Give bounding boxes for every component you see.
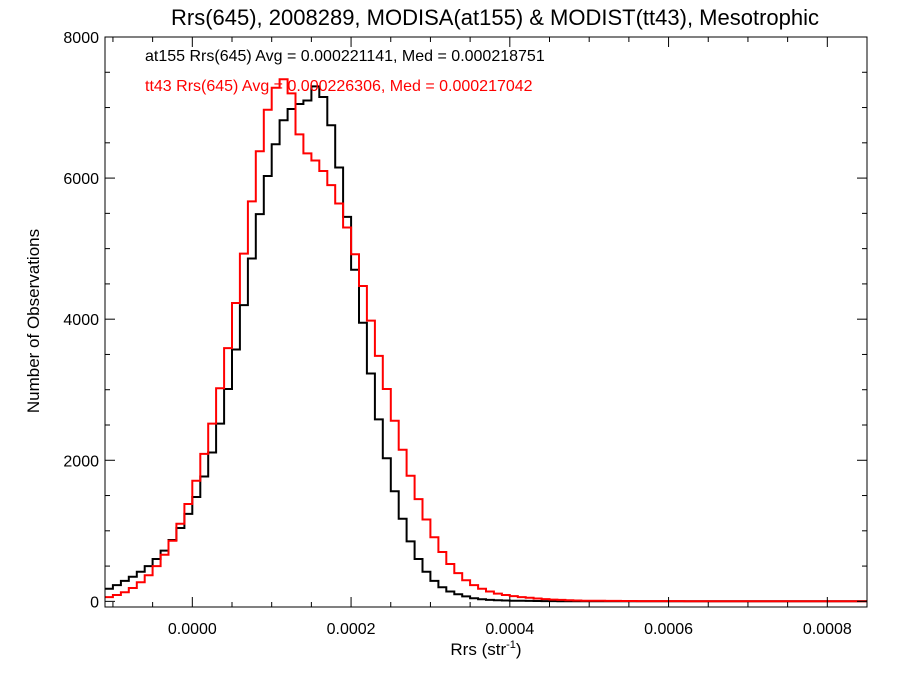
x-axis-label-superscript: -1 (506, 639, 516, 651)
y-axis-label: Number of Observations (24, 229, 43, 413)
x-tick-label: 0.0006 (644, 621, 693, 638)
x-axis-label-base: Rrs (str (450, 640, 506, 659)
y-tick-label: 6000 (63, 171, 99, 188)
y-tick-label: 2000 (63, 453, 99, 470)
x-tick-label: 0.0000 (168, 621, 217, 638)
x-axis: 0.0000 0.0002 0.0004 0.0006 0.0008 (112, 37, 852, 638)
annotation-at155: at155 Rrs(645) Avg = 0.000221141, Med = … (145, 48, 545, 65)
y-axis: 0 2000 4000 6000 8000 (63, 30, 867, 611)
y-tick-label: 0 (90, 594, 99, 611)
x-axis-label-end: ) (516, 640, 522, 659)
x-tick-label: 0.0002 (327, 621, 376, 638)
x-tick-label: 0.0004 (485, 621, 534, 638)
annotation-tt43: tt43 Rrs(645) Avg = 0.000226306, Med = 0… (145, 78, 533, 95)
y-tick-label: 4000 (63, 312, 99, 329)
series-layer (105, 78, 867, 603)
chart-title: Rrs(645), 2008289, MODISA(at155) & MODIS… (171, 5, 819, 30)
series-line-tt43 (105, 78, 867, 603)
x-axis-label: Rrs (str-1) (450, 639, 521, 659)
y-tick-label: 8000 (63, 30, 99, 47)
plot-frame (104, 36, 868, 608)
x-tick-label: 0.0008 (803, 621, 852, 638)
series-line-at155 (105, 85, 867, 603)
